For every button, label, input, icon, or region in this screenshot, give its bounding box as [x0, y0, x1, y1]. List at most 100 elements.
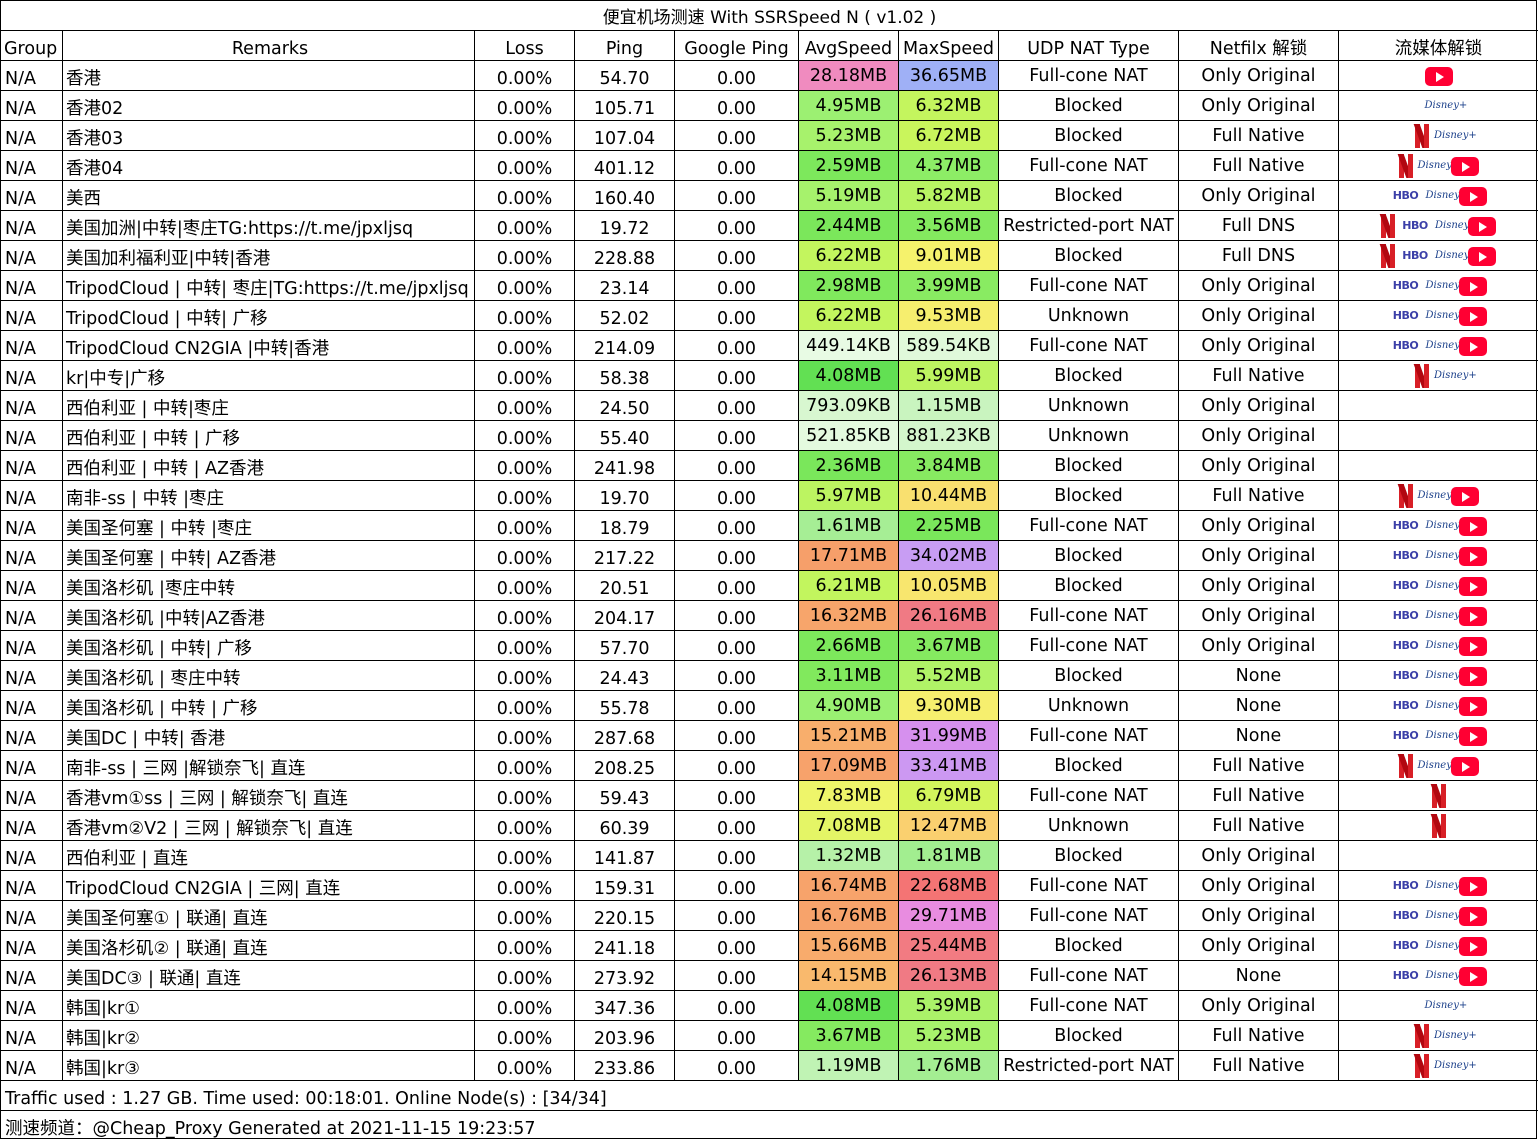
cell-max-speed: 4.37MB: [899, 151, 999, 181]
cell-udp-nat: Unknown: [999, 421, 1179, 451]
cell-google-ping: 0.00: [675, 781, 799, 811]
table-row: N/A 香港 0.00% 54.70 0.00 28.18MB 36.65MB Full-co…: [1, 61, 1538, 91]
netflix-icon: [1430, 784, 1446, 808]
disney-icon: Disney+: [1425, 280, 1469, 291]
cell-google-ping: 0.00: [675, 391, 799, 421]
cell-max-speed: 5.39MB: [899, 991, 999, 1021]
cell-ping: 18.79: [575, 511, 675, 541]
cell-group: N/A: [1, 91, 63, 121]
cell-remarks: TripodCloud | 中转| 枣庄|TG:https://t.me/jpx…: [63, 271, 475, 301]
disney-icon: Disney+: [1425, 190, 1469, 201]
cell-media-unlock: Disney+: [1339, 91, 1538, 121]
cell-media-unlock: [1339, 61, 1538, 91]
cell-ping: 60.39: [575, 811, 675, 841]
disney-icon: Disney+: [1424, 100, 1468, 111]
cell-ping: 55.40: [575, 421, 675, 451]
cell-netflix: Only Original: [1179, 631, 1339, 661]
hbo-icon: HBO: [1392, 729, 1419, 742]
cell-remarks: 香港03: [63, 121, 475, 151]
cell-udp-nat: Full-cone NAT: [999, 331, 1179, 361]
youtube-icon: [1458, 516, 1487, 536]
table-row: N/A 美西 0.00% 160.40 0.00 5.19MB 5.82MB Blocked O…: [1, 181, 1538, 211]
cell-loss: 0.00%: [475, 151, 575, 181]
cell-udp-nat: Full-cone NAT: [999, 61, 1179, 91]
cell-max-speed: 31.99MB: [899, 721, 999, 751]
cell-loss: 0.00%: [475, 331, 575, 361]
netflix-icon: [1413, 1054, 1429, 1078]
cell-remarks: 西伯利亚 | 直连: [63, 841, 475, 871]
disney-icon: Disney+: [1425, 880, 1469, 891]
cell-udp-nat: Blocked: [999, 541, 1179, 571]
cell-group: N/A: [1, 1051, 63, 1081]
youtube-icon: [1424, 66, 1453, 86]
cell-loss: 0.00%: [475, 451, 575, 481]
cell-udp-nat: Blocked: [999, 481, 1179, 511]
cell-avg-speed: 6.22MB: [799, 241, 899, 271]
cell-udp-nat: Full-cone NAT: [999, 781, 1179, 811]
cell-loss: 0.00%: [475, 631, 575, 661]
table-row: N/A 西伯利亚 | 中转 | AZ香港 0.00% 241.98 0.00 2.36MB…: [1, 451, 1538, 481]
cell-udp-nat: Full-cone NAT: [999, 271, 1179, 301]
cell-avg-speed: 5.19MB: [799, 181, 899, 211]
cell-netflix: Only Original: [1179, 61, 1339, 91]
cell-google-ping: 0.00: [675, 961, 799, 991]
cell-media-unlock: HBO Disney+: [1339, 541, 1538, 571]
cell-remarks: 香港: [63, 61, 475, 91]
cell-ping: 54.70: [575, 61, 675, 91]
disney-icon: Disney+: [1434, 130, 1477, 141]
cell-netflix: Full Native: [1179, 361, 1339, 391]
table-row: N/A 韩国|kr③ 0.00% 233.86 0.00 1.19MB 1.76MB Rest…: [1, 1051, 1538, 1081]
cell-loss: 0.00%: [475, 61, 575, 91]
cell-netflix: Only Original: [1179, 931, 1339, 961]
cell-max-speed: 26.13MB: [899, 961, 999, 991]
cell-google-ping: 0.00: [675, 1051, 799, 1081]
header-ping: Ping: [575, 31, 675, 61]
cell-ping: 19.70: [575, 481, 675, 511]
cell-max-speed: 5.99MB: [899, 361, 999, 391]
cell-ping: 208.25: [575, 751, 675, 781]
disney-icon: Disney+: [1435, 250, 1478, 261]
header-remarks: Remarks: [63, 31, 475, 61]
youtube-icon: [1458, 636, 1487, 656]
cell-media-unlock: [1339, 391, 1538, 421]
cell-media-unlock: HBO Disney+: [1339, 931, 1538, 961]
cell-google-ping: 0.00: [675, 721, 799, 751]
cell-google-ping: 0.00: [675, 301, 799, 331]
cell-group: N/A: [1, 331, 63, 361]
cell-avg-speed: 449.14KB: [799, 331, 899, 361]
cell-google-ping: 0.00: [675, 871, 799, 901]
cell-loss: 0.00%: [475, 1021, 575, 1051]
hbo-icon: HBO: [1392, 609, 1419, 622]
cell-ping: 233.86: [575, 1051, 675, 1081]
cell-max-speed: 589.54KB: [899, 331, 999, 361]
cell-ping: 105.71: [575, 91, 675, 121]
cell-netflix: Full DNS: [1179, 241, 1339, 271]
table-row: N/A 香港vm①ss | 三网 | 解锁奈飞| 直连 0.00% 59.43 0.00…: [1, 781, 1538, 811]
cell-google-ping: 0.00: [675, 91, 799, 121]
cell-google-ping: 0.00: [675, 931, 799, 961]
cell-udp-nat: Blocked: [999, 661, 1179, 691]
cell-netflix: None: [1179, 961, 1339, 991]
cell-ping: 24.43: [575, 661, 675, 691]
hbo-icon: HBO: [1392, 339, 1419, 352]
cell-ping: 107.04: [575, 121, 675, 151]
cell-max-speed: 3.99MB: [899, 271, 999, 301]
cell-udp-nat: Full-cone NAT: [999, 961, 1179, 991]
cell-remarks: 香港vm①ss | 三网 | 解锁奈飞| 直连: [63, 781, 475, 811]
cell-group: N/A: [1, 211, 63, 241]
cell-media-unlock: HBO Disney+: [1339, 241, 1538, 271]
youtube-icon: [1458, 876, 1487, 896]
cell-google-ping: 0.00: [675, 631, 799, 661]
cell-max-speed: 6.79MB: [899, 781, 999, 811]
cell-remarks: 西伯利亚 | 中转|枣庄: [63, 391, 475, 421]
cell-ping: 217.22: [575, 541, 675, 571]
cell-media-unlock: HBO Disney+: [1339, 301, 1538, 331]
cell-netflix: Only Original: [1179, 571, 1339, 601]
table-row: N/A TripodCloud | 中转| 枣庄|TG:https://t.me/…: [1, 271, 1538, 301]
cell-loss: 0.00%: [475, 361, 575, 391]
cell-media-unlock: HBO Disney+: [1339, 571, 1538, 601]
netflix-icon: [1397, 154, 1413, 178]
cell-netflix: Only Original: [1179, 181, 1339, 211]
cell-netflix: Only Original: [1179, 271, 1339, 301]
cell-group: N/A: [1, 631, 63, 661]
